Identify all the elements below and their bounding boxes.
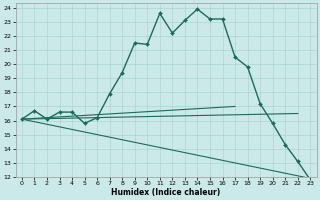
X-axis label: Humidex (Indice chaleur): Humidex (Indice chaleur) xyxy=(111,188,221,197)
